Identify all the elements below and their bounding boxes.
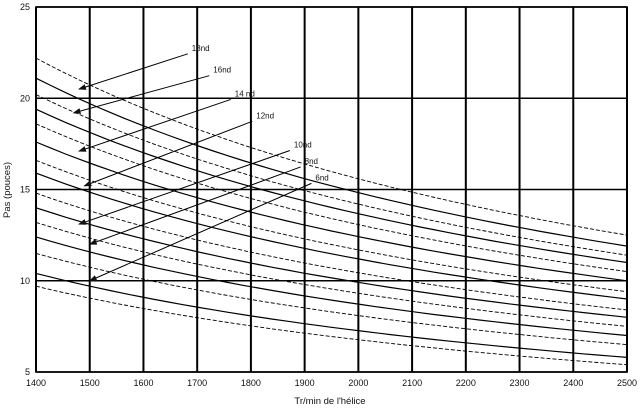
x-tick-label: 1600 [133,378,153,388]
x-tick-label: 1800 [241,378,261,388]
series-line [35,221,628,327]
callouts: 18nd 16nd 14 nd 12nd 10nd 8nd 6nd [72,44,329,282]
x-tick-label: 1900 [295,378,315,388]
y-tick-label: 10 [20,276,30,286]
series-line [35,141,628,282]
y-tick-label: 15 [20,185,30,195]
y-tick-label: 25 [20,2,30,12]
x-tick-label: 2500 [617,378,637,388]
series-line [35,285,628,366]
callout-label: 18nd [192,44,210,53]
x-axis-title: Tr/min de l'hélice [294,396,365,407]
y-tick-label: 20 [20,93,30,103]
y-tick-label: 5 [25,367,30,377]
y-axis-title: Pas (pouces) [2,162,13,218]
callout-arrow [78,98,231,152]
series-line [35,108,628,264]
callout-label: 16nd [213,66,231,75]
series-line [35,172,628,300]
plot-frame [35,6,628,373]
series-line [35,236,628,337]
series-line [35,192,628,311]
callout-label: 10nd [294,141,312,150]
callout-arrow [78,53,188,90]
x-tick-label: 2300 [510,378,530,388]
x-tick-label: 2100 [402,378,422,388]
series-line [35,94,628,256]
callout-arrow [88,166,301,245]
axes: 1400 1500 1600 1700 1800 1900 2000 2100 2200 2300… [20,2,637,388]
callout-arrow [83,120,253,187]
series-line [35,123,628,273]
series-line [35,77,628,247]
callout-arrow [72,75,210,114]
x-tick-label: 1700 [187,378,207,388]
series-line [35,57,628,236]
series-line [35,159,628,293]
callout-label: 12nd [256,111,274,120]
plot-series [35,57,628,366]
series-line [35,272,628,358]
x-tick-label: 2400 [563,378,583,388]
callout-label: 14 nd [235,89,255,98]
callout-label: 8nd [305,157,318,166]
series-line [35,252,628,346]
callout-label: 6nd [315,173,328,182]
callout-arrow [78,150,291,225]
x-tick-label: 1500 [80,378,100,388]
x-tick-label: 1400 [26,378,46,388]
x-tick-label: 2000 [348,378,368,388]
callout-arrow [88,182,312,282]
x-tick-label: 2200 [456,378,476,388]
series-line [35,207,628,318]
